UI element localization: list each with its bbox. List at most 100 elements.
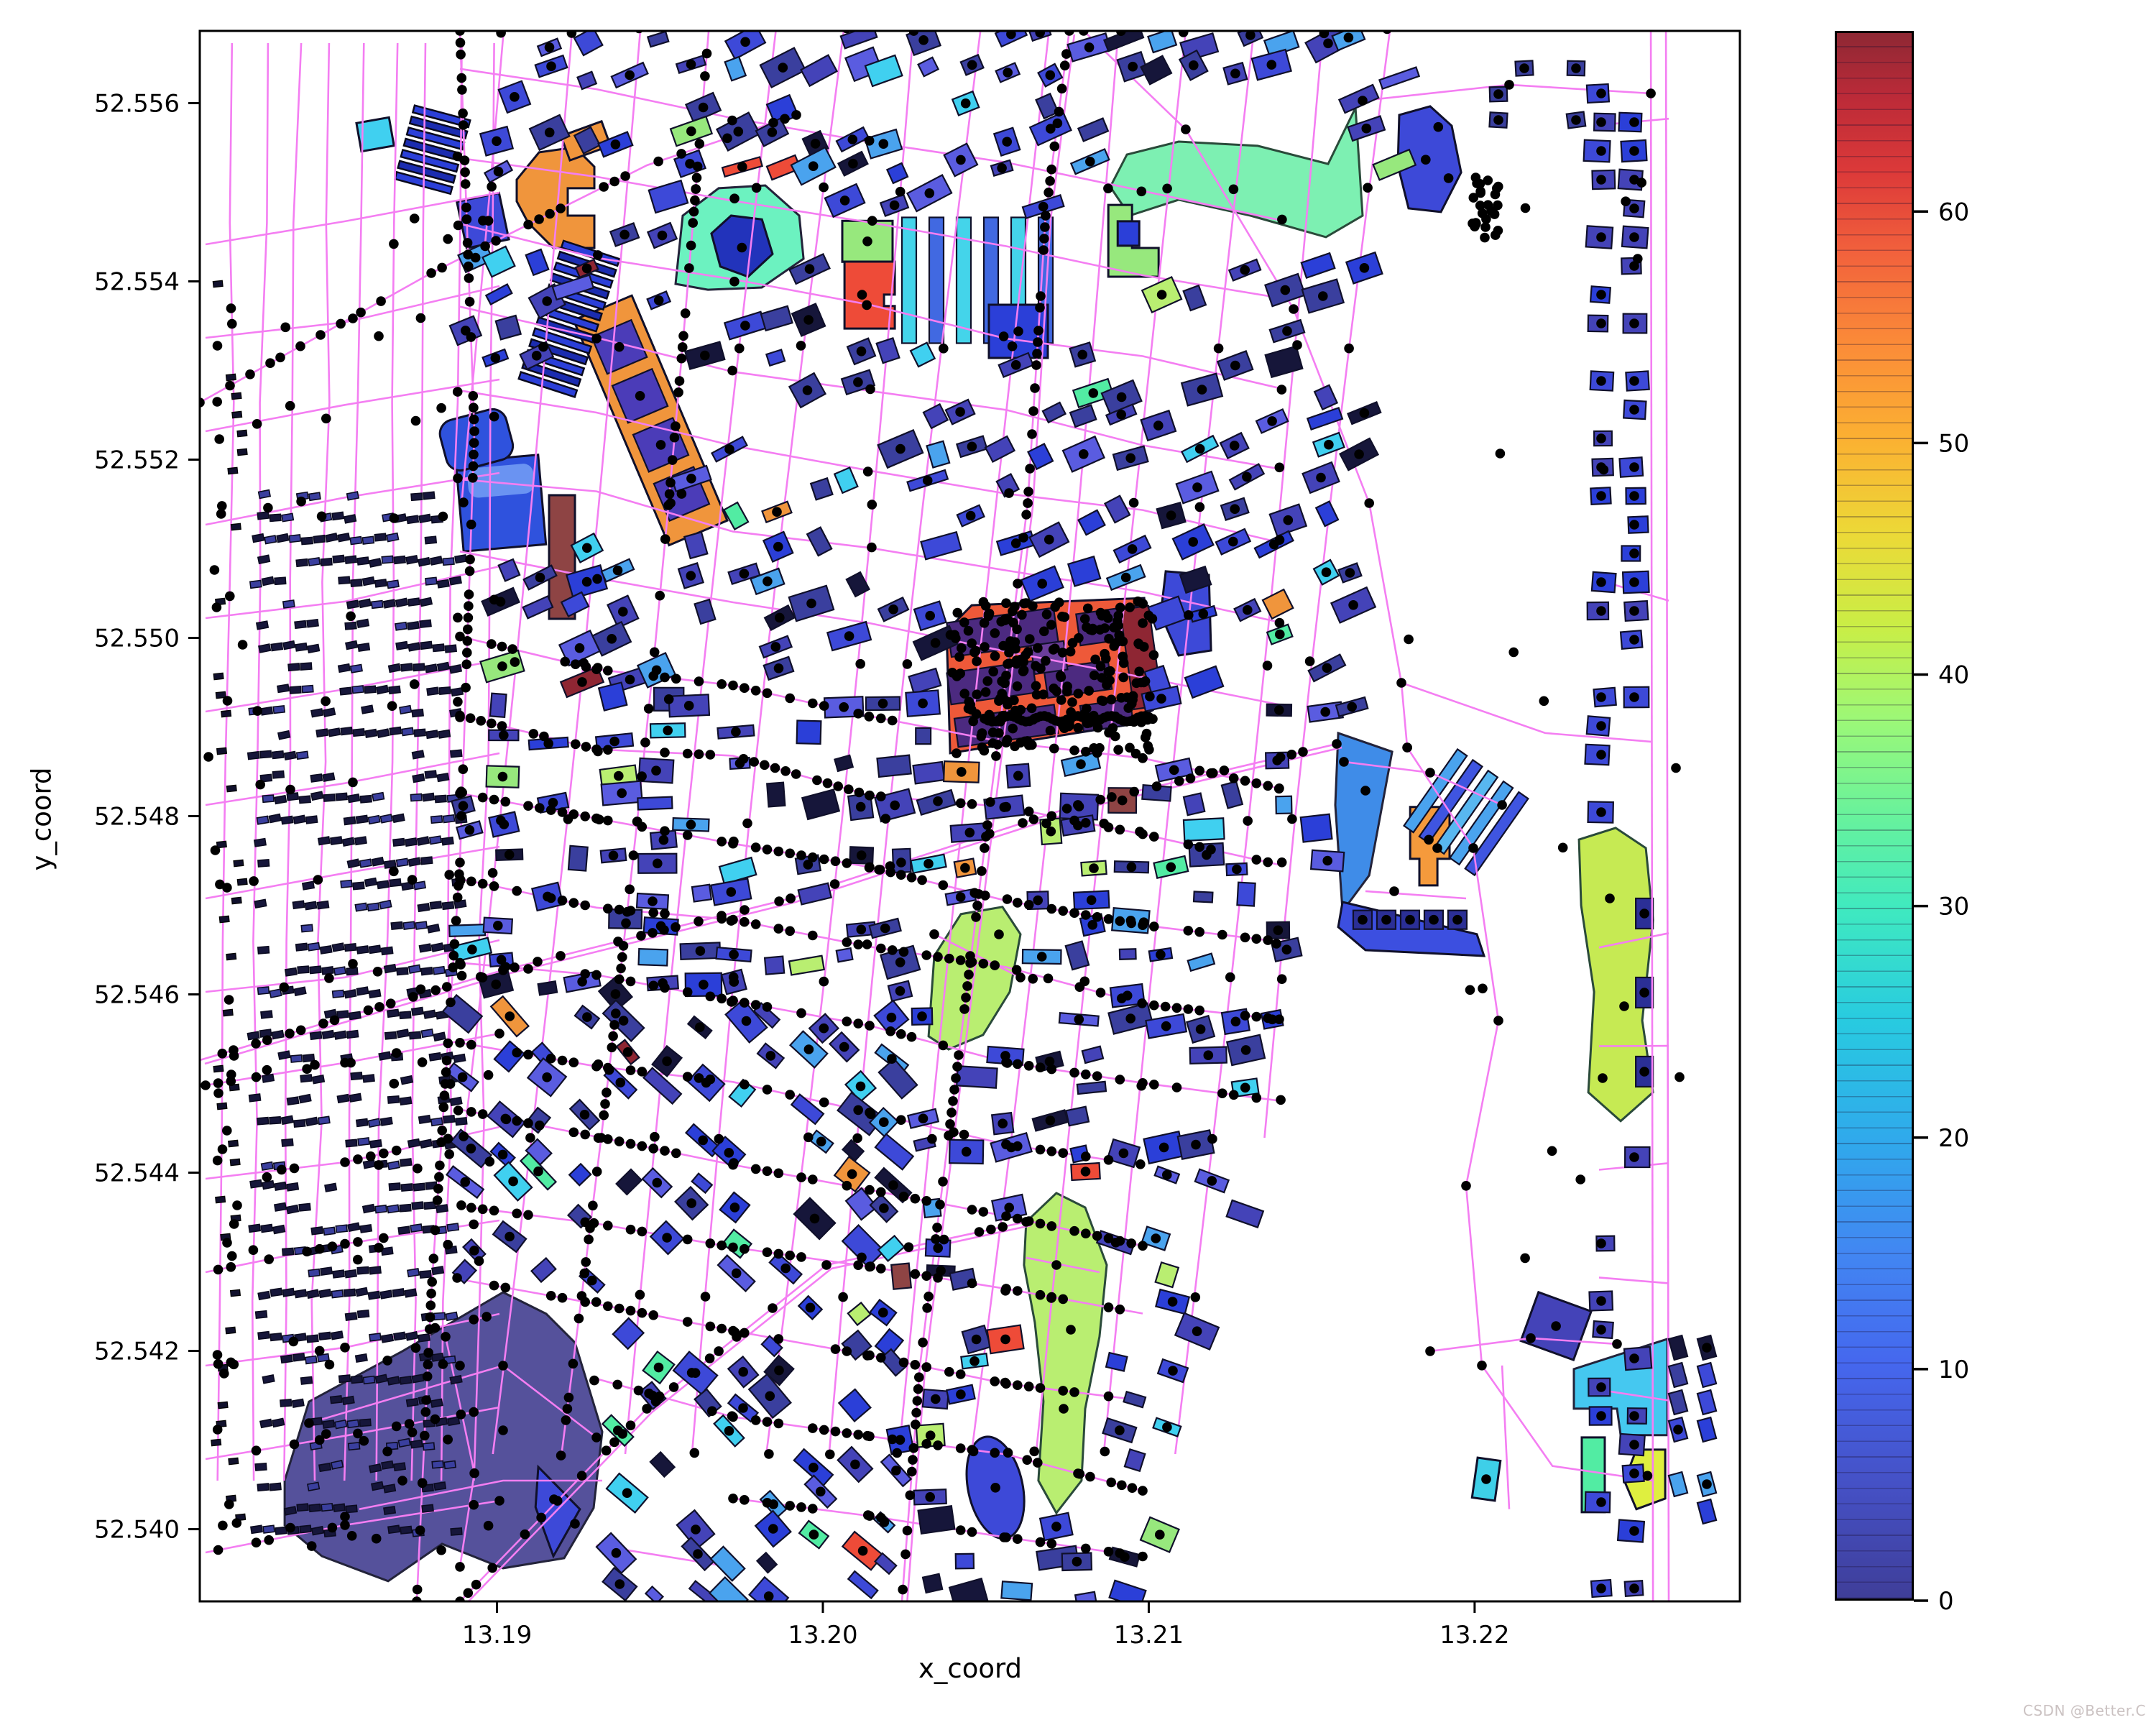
network-node bbox=[671, 922, 681, 932]
network-node bbox=[444, 870, 454, 880]
network-node bbox=[248, 1245, 259, 1255]
building-polygon bbox=[948, 1577, 990, 1601]
network-node bbox=[1198, 609, 1209, 619]
network-node bbox=[376, 296, 386, 306]
network-node bbox=[1162, 1422, 1172, 1432]
building-polygon bbox=[839, 31, 878, 50]
network-node bbox=[1629, 548, 1639, 558]
network-node bbox=[430, 1414, 441, 1425]
building-polygon bbox=[295, 558, 308, 568]
network-node bbox=[705, 750, 716, 760]
building-polygon bbox=[280, 1115, 294, 1126]
network-node bbox=[830, 1344, 841, 1354]
road-line bbox=[1401, 681, 1651, 743]
building-polygon bbox=[228, 1139, 239, 1148]
network-node bbox=[760, 760, 770, 770]
network-node bbox=[592, 663, 603, 673]
network-node bbox=[1090, 654, 1100, 665]
network-node bbox=[510, 962, 520, 972]
network-node bbox=[691, 184, 701, 194]
network-node bbox=[501, 1114, 512, 1125]
network-node bbox=[1104, 633, 1114, 644]
network-node bbox=[1274, 462, 1285, 473]
building-polygon bbox=[346, 1222, 361, 1233]
building-polygon bbox=[381, 555, 394, 564]
building-polygon bbox=[320, 557, 333, 566]
network-node bbox=[954, 1050, 964, 1060]
building-polygon bbox=[317, 836, 331, 846]
network-node bbox=[625, 674, 635, 685]
building-polygon bbox=[320, 1266, 333, 1276]
network-node bbox=[740, 321, 750, 331]
network-node bbox=[808, 1504, 818, 1514]
network-node bbox=[582, 543, 592, 553]
network-node bbox=[888, 604, 898, 615]
network-node bbox=[865, 1021, 875, 1031]
network-node bbox=[770, 763, 780, 773]
network-node bbox=[1051, 1522, 1061, 1532]
network-node bbox=[923, 858, 934, 869]
network-node bbox=[936, 1266, 946, 1276]
road-line bbox=[934, 933, 1021, 979]
network-node bbox=[622, 1488, 632, 1498]
network-node bbox=[1118, 672, 1128, 683]
network-node bbox=[535, 572, 545, 583]
network-node bbox=[885, 1026, 895, 1036]
network-node bbox=[895, 1435, 906, 1445]
network-node bbox=[1633, 254, 1643, 264]
building-polygon bbox=[874, 1552, 898, 1576]
network-node bbox=[462, 636, 473, 646]
network-node bbox=[1025, 464, 1035, 474]
building-polygon bbox=[322, 772, 336, 783]
network-node bbox=[686, 59, 696, 70]
building-polygon bbox=[262, 794, 275, 804]
network-node bbox=[1011, 965, 1022, 975]
network-node bbox=[404, 1419, 415, 1429]
network-node bbox=[990, 628, 1000, 638]
network-node bbox=[1268, 539, 1279, 550]
network-node bbox=[1156, 694, 1166, 704]
road-line bbox=[1174, 31, 1325, 1455]
building-polygon bbox=[441, 836, 454, 846]
network-node bbox=[505, 1011, 515, 1021]
network-node bbox=[1358, 96, 1368, 106]
network-node bbox=[1057, 648, 1068, 658]
network-node bbox=[1149, 1080, 1159, 1090]
network-node bbox=[1102, 680, 1112, 690]
network-node bbox=[288, 1336, 299, 1347]
network-node bbox=[625, 976, 636, 987]
network-node bbox=[581, 1257, 591, 1267]
network-node bbox=[483, 216, 494, 226]
network-node bbox=[1275, 752, 1286, 763]
network-node bbox=[251, 1039, 261, 1049]
network-node bbox=[505, 1231, 515, 1242]
network-node bbox=[458, 764, 469, 774]
network-node bbox=[614, 974, 625, 985]
network-node bbox=[865, 384, 875, 395]
building-polygon bbox=[430, 815, 443, 824]
building-polygon bbox=[249, 1179, 263, 1189]
building-polygon bbox=[272, 770, 285, 779]
network-node bbox=[751, 183, 762, 193]
building-polygon bbox=[307, 1481, 321, 1491]
network-node bbox=[415, 984, 426, 995]
network-node bbox=[1005, 636, 1015, 646]
building-polygon bbox=[1069, 404, 1097, 428]
building-polygon bbox=[389, 726, 402, 736]
network-node bbox=[714, 1133, 724, 1144]
network-node bbox=[1085, 1471, 1095, 1482]
building-polygon bbox=[1313, 384, 1339, 411]
network-node bbox=[657, 230, 668, 241]
network-node bbox=[773, 924, 784, 934]
network-node bbox=[778, 63, 788, 73]
network-node bbox=[862, 466, 873, 477]
network-node bbox=[616, 963, 626, 974]
network-node bbox=[731, 1268, 742, 1279]
network-node bbox=[896, 1029, 906, 1039]
network-node bbox=[581, 661, 591, 672]
network-node bbox=[819, 701, 829, 711]
network-node bbox=[695, 946, 706, 956]
building-polygon bbox=[310, 1225, 324, 1236]
network-node bbox=[314, 1346, 325, 1356]
network-node bbox=[808, 852, 818, 862]
